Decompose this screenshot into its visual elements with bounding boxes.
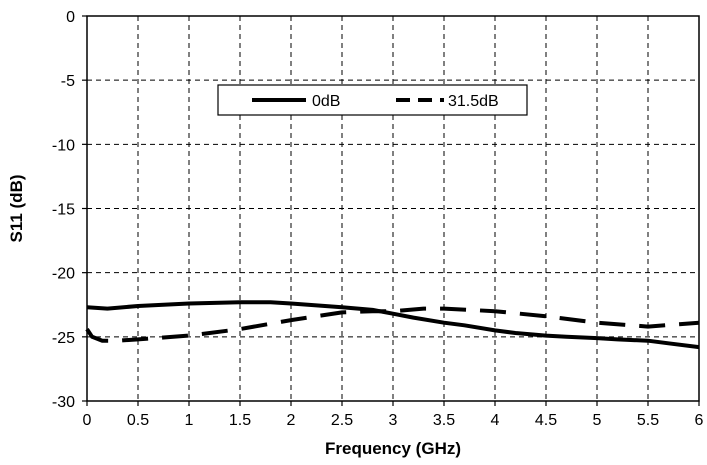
x-tick-label: 1.5 (229, 412, 251, 429)
y-tick-label: -10 (52, 137, 75, 154)
x-tick-label: 5.5 (637, 412, 659, 429)
x-tick-label: 4.5 (535, 412, 557, 429)
y-tick-label: -25 (52, 330, 75, 347)
x-tick-label: 1 (185, 412, 194, 429)
y-axis-title: S11 (dB) (7, 174, 26, 242)
y-tick-label: -20 (52, 266, 75, 283)
y-axis-ticks: 0 -5 -10 -15 -20 -25 -30 (52, 9, 87, 411)
x-tick-label: 6 (695, 412, 704, 429)
legend: 0dB 31.5dB (217, 84, 528, 116)
x-tick-label: 5 (593, 412, 602, 429)
legend-label-0db: 0dB (312, 93, 340, 110)
x-tick-label: 4 (491, 412, 500, 429)
series-line-0db (86, 300, 700, 350)
x-tick-label: 3.5 (433, 412, 455, 429)
x-axis-title: Frequency (GHz) (325, 439, 461, 458)
series-layer (85, 300, 700, 350)
grid-lines (87, 16, 699, 401)
y-tick-label: 0 (66, 9, 75, 26)
y-tick-label: -30 (52, 394, 75, 411)
y-tick-label: -15 (52, 202, 75, 219)
x-tick-label: 2 (287, 412, 296, 429)
x-tick-label: 2.5 (331, 412, 353, 429)
x-tick-label: 0.5 (127, 412, 149, 429)
y-tick-label: -5 (61, 73, 75, 90)
x-axis-ticks: 0 0.5 1 1.5 2 2.5 3 3.5 4 4.5 5 5.5 6 (83, 401, 704, 429)
legend-label-31-5db: 31.5dB (448, 93, 499, 110)
x-tick-label: 3 (389, 412, 398, 429)
x-tick-label: 0 (83, 412, 92, 429)
